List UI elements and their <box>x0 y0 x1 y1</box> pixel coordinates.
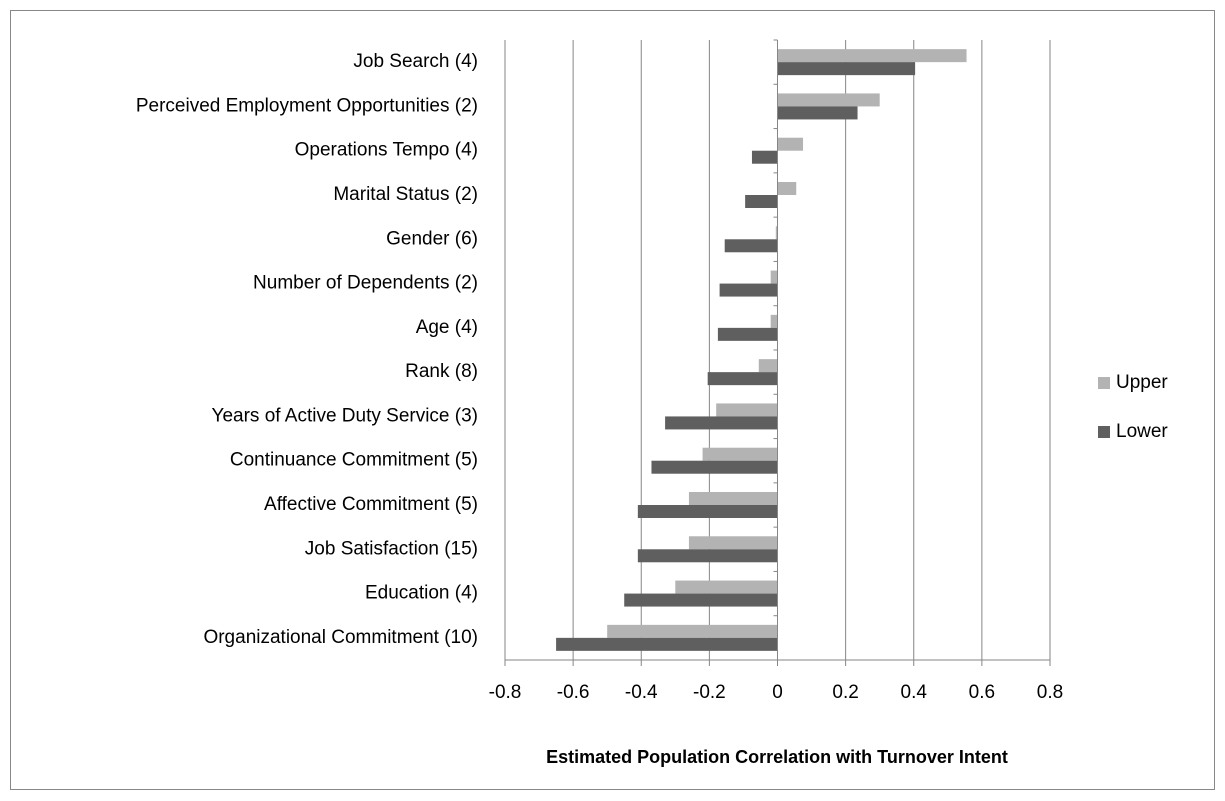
y-tick-label: Number of Dependents (2) <box>253 273 478 294</box>
y-tick-label: Continuance Commitment (5) <box>230 450 478 471</box>
bar <box>751 150 778 164</box>
y-tick-label: Affective Commitment (5) <box>264 494 478 515</box>
bar <box>777 182 797 195</box>
bar <box>717 327 778 341</box>
bar <box>637 505 778 518</box>
bar <box>688 492 778 505</box>
x-axis-title: Estimated Population Correlation with Tu… <box>546 747 1008 767</box>
bar <box>777 137 804 151</box>
legend-label: Lower <box>1116 421 1168 442</box>
y-tick-label: Job Satisfaction (15) <box>305 538 478 559</box>
bar <box>745 195 778 208</box>
bar <box>675 580 778 594</box>
bar <box>770 270 778 284</box>
x-tick-label: -0.6 <box>557 682 590 703</box>
legend-label: Upper <box>1116 372 1168 393</box>
bar <box>777 62 916 76</box>
x-tick-label: 0.6 <box>969 682 995 703</box>
y-tick-label: Marital Status (2) <box>333 184 478 205</box>
bar <box>724 239 778 253</box>
y-tick-label: Organizational Commitment (10) <box>203 627 478 648</box>
legend-swatch <box>1098 426 1110 438</box>
y-tick-label: Education (4) <box>365 583 478 604</box>
x-tick-label: -0.4 <box>625 682 658 703</box>
bar <box>775 226 778 240</box>
bar <box>707 372 778 386</box>
bar <box>716 403 778 417</box>
bar <box>702 447 778 461</box>
bar <box>777 93 880 107</box>
bar <box>637 549 778 563</box>
y-tick-label: Years of Active Duty Service (3) <box>212 405 478 426</box>
bar <box>688 536 778 550</box>
legend-swatch <box>1098 377 1110 389</box>
y-tick-label: Operations Tempo (4) <box>295 140 478 161</box>
bar <box>556 637 778 651</box>
x-tick-label: 0.8 <box>1037 682 1063 703</box>
bar <box>719 283 778 297</box>
y-tick-label: Gender (6) <box>386 228 478 249</box>
y-tick-label: Rank (8) <box>405 361 478 382</box>
bar <box>624 593 778 607</box>
x-tick-label: 0.2 <box>832 682 858 703</box>
x-tick-label: -0.8 <box>489 682 522 703</box>
y-tick-label: Perceived Employment Opportunities (2) <box>136 95 478 116</box>
bar <box>777 49 967 63</box>
chart-border <box>10 10 1215 790</box>
bar <box>758 359 778 373</box>
bar <box>770 314 778 328</box>
bar <box>607 624 778 638</box>
x-tick-label: 0 <box>772 682 783 703</box>
x-tick-label: -0.2 <box>693 682 726 703</box>
bar <box>651 460 778 474</box>
bar <box>665 416 778 430</box>
bar <box>777 106 858 120</box>
y-tick-label: Job Search (4) <box>353 51 478 72</box>
x-tick-label: 0.4 <box>901 682 928 703</box>
y-tick-label: Age (4) <box>416 317 478 338</box>
